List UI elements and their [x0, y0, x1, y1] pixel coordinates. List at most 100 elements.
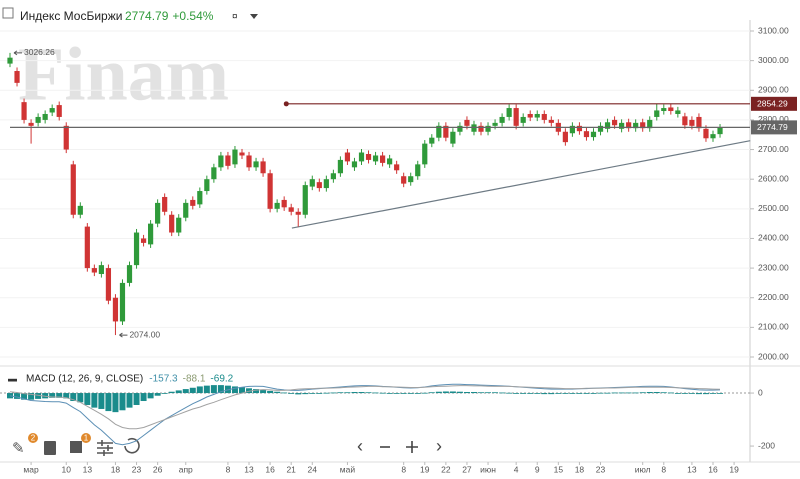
- scroll-left[interactable]: ‹: [357, 436, 363, 456]
- x-tick-label: 18: [575, 464, 585, 474]
- candle-body: [710, 134, 716, 139]
- candle-body: [604, 122, 611, 129]
- candle-body: [464, 119, 470, 126]
- x-tick-label: 21: [286, 464, 296, 474]
- notes-tool[interactable]: [44, 441, 56, 455]
- macd-histogram-bar: [35, 393, 42, 399]
- macd-histogram-bar: [534, 393, 541, 394]
- max-label: 3026.26: [24, 47, 55, 57]
- dropdown-arrow[interactable]: [250, 14, 258, 19]
- candle-body: [450, 131, 456, 144]
- macd-histogram-bar: [456, 391, 463, 394]
- macd-histogram-bar: [660, 392, 667, 394]
- candle-body: [401, 176, 407, 184]
- candle-body: [647, 119, 653, 129]
- compare-icon[interactable]: ¤: [232, 12, 238, 23]
- min-label: 2074.00: [129, 329, 160, 339]
- zoom-in[interactable]: [406, 441, 418, 453]
- macd-histogram-bar: [323, 392, 330, 394]
- candle-body: [513, 108, 519, 126]
- macd-histogram-bar: [119, 393, 126, 411]
- y-tick-label: 2400.00: [758, 233, 789, 243]
- x-tick-label: 19: [729, 464, 739, 474]
- x-tick-label: 9: [535, 464, 540, 474]
- candle-body: [527, 113, 533, 118]
- candle-body: [576, 125, 583, 132]
- x-tick-label: 23: [596, 464, 606, 474]
- candle-body: [28, 122, 34, 126]
- candle-body: [668, 107, 674, 112]
- x-tick-label: 8: [226, 464, 231, 474]
- macd-histogram-bar: [710, 393, 716, 394]
- macd-histogram-bar: [21, 393, 28, 400]
- macd-histogram-bar: [140, 393, 147, 402]
- settings-tool[interactable]: [97, 440, 113, 456]
- x-tick-label: 13: [83, 464, 93, 474]
- candle-body: [183, 202, 189, 218]
- macd-histogram-bar: [632, 392, 639, 394]
- price-tag: [751, 120, 797, 135]
- macd-histogram-bar: [653, 392, 660, 394]
- macd-histogram-bar: [407, 393, 414, 394]
- candle-body: [583, 131, 590, 138]
- candle-body: [387, 158, 393, 165]
- symbol-icon: [2, 7, 14, 19]
- x-tick-label: 13: [687, 464, 697, 474]
- macd-histogram-bar: [217, 385, 224, 394]
- x-tick-label: 8: [661, 464, 666, 474]
- candle-body: [492, 122, 498, 126]
- candle-body: [281, 199, 287, 208]
- macd-histogram-bar: [112, 393, 119, 413]
- macd-readout: -69.2: [210, 374, 233, 385]
- y-tick-label: 2300.00: [758, 262, 789, 272]
- candle-body: [295, 211, 301, 215]
- candle-body: [302, 185, 308, 215]
- candle-body: [246, 155, 252, 168]
- macd-histogram-bar: [604, 392, 611, 394]
- x-tick-label: июл: [635, 464, 651, 474]
- candle-body: [619, 122, 625, 129]
- macd-histogram-bar: [597, 392, 604, 394]
- macd-histogram-bar: [316, 393, 323, 394]
- macd-histogram-bar: [154, 393, 161, 396]
- candle-body: [119, 282, 126, 322]
- y-tick-label: -200: [758, 440, 775, 450]
- macd-histogram-bar: [210, 385, 217, 394]
- candle-body: [358, 152, 365, 162]
- price-tag-label: 2854.29: [757, 99, 788, 109]
- macd-histogram-bar: [203, 385, 210, 394]
- macd-readout: -88.1: [183, 374, 206, 385]
- macd-histogram-bar: [590, 393, 597, 394]
- macd-histogram-bar: [351, 392, 358, 394]
- x-tick-label: 10: [62, 464, 72, 474]
- candle-body: [63, 125, 69, 150]
- candle-body: [689, 119, 695, 126]
- macd-histogram-bar: [246, 388, 253, 394]
- candle-body: [506, 108, 512, 117]
- macd-histogram-bar: [520, 393, 527, 394]
- candle-body: [84, 226, 90, 269]
- candle-body: [274, 202, 280, 209]
- layers-tool[interactable]: [70, 441, 82, 453]
- macd-histogram-bar: [393, 393, 400, 394]
- scroll-right[interactable]: ›: [436, 436, 442, 456]
- candle-body: [42, 113, 48, 120]
- price-change: +0.54%: [172, 9, 213, 23]
- undo-tool[interactable]: [124, 437, 140, 454]
- candle-body: [56, 105, 62, 117]
- macd-histogram-bar: [372, 392, 379, 394]
- candle-body: [323, 179, 329, 189]
- draw-tool[interactable]: ✎: [12, 440, 25, 457]
- macd-histogram-bar: [428, 392, 435, 394]
- macd-histogram-bar: [274, 391, 281, 394]
- candle-body: [562, 131, 568, 143]
- indicator-menu[interactable]: ▬: [8, 373, 17, 383]
- macd-histogram-bar: [646, 392, 653, 394]
- macd-histogram-bar: [625, 392, 632, 394]
- x-tick-label: 27: [462, 464, 472, 474]
- instrument-title[interactable]: Индекс МосБиржи: [20, 9, 122, 23]
- macd-histogram-bar: [702, 393, 709, 395]
- candle-body: [499, 116, 505, 123]
- candle-body: [471, 124, 477, 132]
